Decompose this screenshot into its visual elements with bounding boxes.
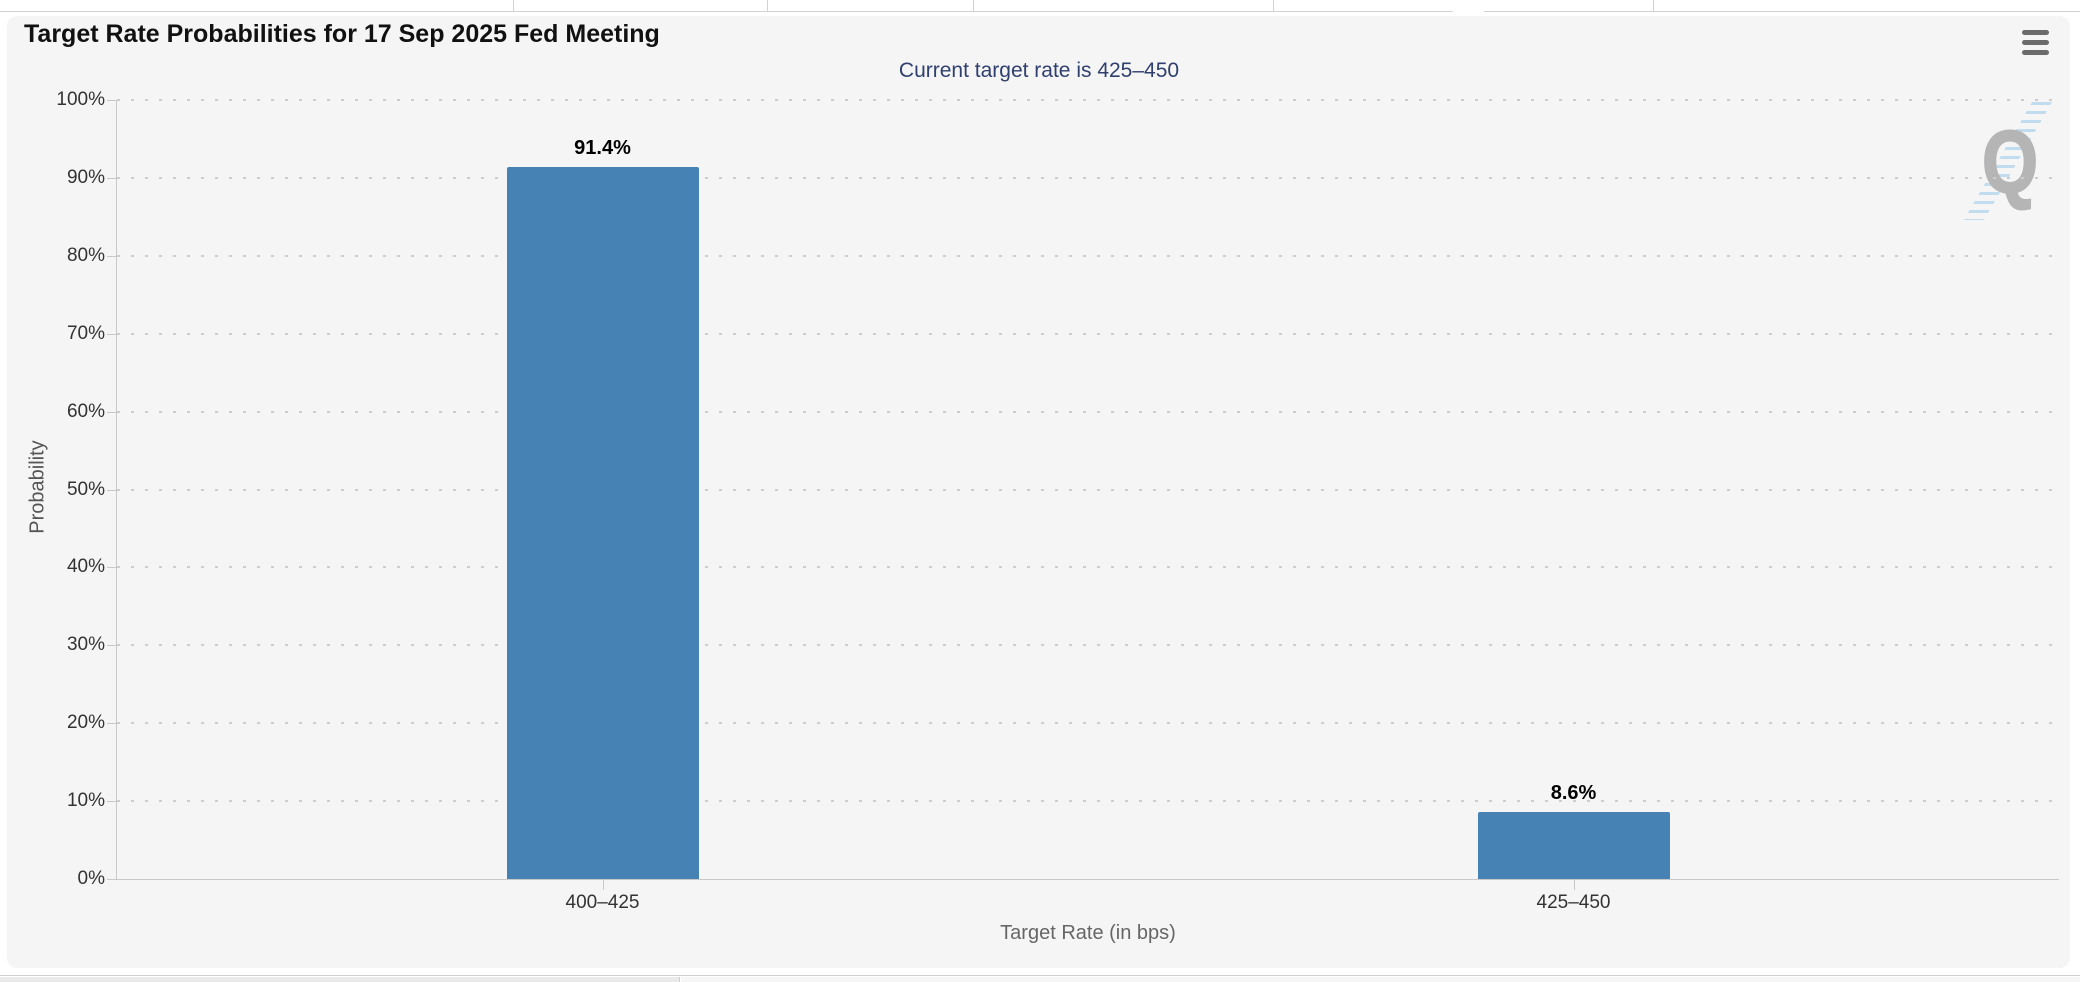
tab-divider [1273, 0, 1274, 11]
watermark-q-letter: Q [1981, 112, 2039, 211]
chart-subtitle: Current target rate is 425–450 [898, 59, 1180, 82]
tab-divider [767, 0, 768, 11]
chart-title: Target Rate Probabilities for 17 Sep 202… [24, 20, 660, 48]
bar-425–450[interactable] [1478, 812, 1670, 879]
hamburger-menu-icon [2021, 49, 2049, 55]
chart-context-menu-button[interactable] [2012, 22, 2058, 62]
quikstrike-watermark: Q [1950, 90, 2080, 230]
next-section-cell [0, 977, 680, 982]
top-tab-strip-left [0, 0, 1453, 12]
next-section-edge [0, 975, 2080, 982]
tab-divider [1653, 0, 1654, 11]
next-section-cell [681, 977, 2080, 982]
bar-400–425[interactable] [507, 167, 699, 879]
y-axis-title: Probability [26, 440, 49, 534]
top-tab-strip-right [1484, 0, 2080, 12]
target-rate-probabilities-panel [7, 16, 2070, 968]
hamburger-menu-icon [2021, 39, 2049, 45]
x-axis-title: Target Rate (in bps) [1000, 922, 1176, 944]
tab-divider [513, 0, 514, 11]
hamburger-menu-icon [2021, 29, 2049, 35]
tab-divider [973, 0, 974, 11]
